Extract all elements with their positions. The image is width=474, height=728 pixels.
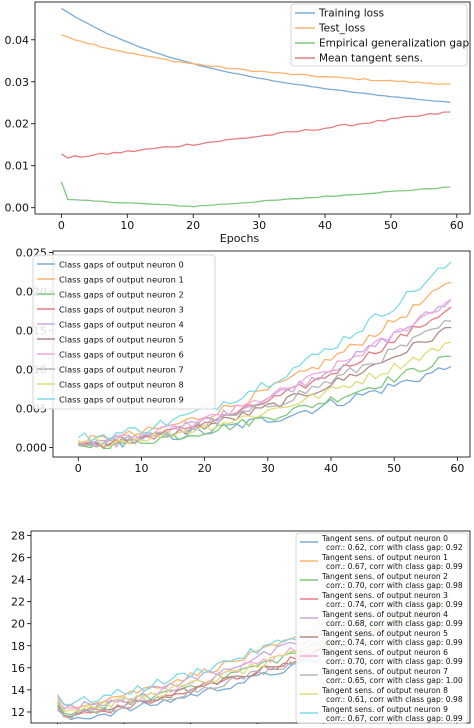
- legend-label: Test_loss: [318, 23, 365, 35]
- x-tick-label: 0: [75, 462, 82, 475]
- y-tick-label: 18: [11, 640, 25, 653]
- legend-stats: corr.: 0.68, corr with class gap: 0.99: [326, 619, 463, 628]
- chart-3: 0102030405060121416182022242628Tangent s…: [11, 529, 471, 727]
- legend-label: Tangent sens. of output neuron 1: [321, 553, 448, 562]
- y-tick-label: 22: [11, 596, 25, 609]
- series-line-0: [61, 7, 451, 104]
- x-tick-label: 30: [261, 462, 275, 475]
- legend-label: Class gaps of output neuron 3: [59, 305, 184, 315]
- axes-frame: [34, 1, 471, 215]
- x-tick-label: 50: [387, 462, 401, 475]
- legend-stats: corr.: 0.67, corr with class gap: 0.99: [326, 714, 463, 723]
- legend-label: Tangent sens. of output neuron 6: [321, 648, 448, 657]
- series-line-3: [61, 111, 451, 159]
- legend-stats: corr.: 0.70, corr with class gap: 0.99: [326, 657, 463, 666]
- series-line-2: [78, 355, 452, 450]
- series-line-8: [78, 341, 452, 448]
- x-tick-label: 60: [450, 219, 464, 232]
- axes-frame: [30, 530, 471, 724]
- legend-label: Tangent sens. of output neuron 7: [321, 667, 448, 676]
- legend-stats: corr.: 0.61, corr with class gap: 0.98: [326, 695, 463, 704]
- x-tick-label: 10: [134, 462, 148, 475]
- legend-box: [295, 532, 469, 724]
- legend-stats: corr.: 0.74, corr with class gap: 0.99: [326, 600, 463, 609]
- series-line-9: [77, 261, 452, 443]
- chart-2: 0 10 20 30 40 50 600.0000.0050.0100.0150.0200.…: [16, 247, 471, 475]
- legend-label: Mean tangent sens.: [319, 53, 423, 65]
- y-tick-label: 16: [11, 662, 25, 675]
- series-line-7: [78, 319, 452, 448]
- x-axis-label: Epochs: [220, 232, 260, 245]
- legend-label: Class gaps of output neuron 7: [59, 365, 184, 375]
- series-line-1: [77, 281, 452, 446]
- series-line-3: [78, 306, 452, 447]
- x-tick-label: 40: [318, 219, 332, 232]
- legend-label: Class gaps of output neuron 0: [59, 260, 184, 270]
- legend-label: Tangent sens. of output neuron 2: [321, 572, 448, 581]
- legend-label: Class gaps of output neuron 4: [59, 320, 184, 330]
- legend-label: Class gaps of output neuron 5: [59, 335, 184, 345]
- x-tick-label: 40: [324, 462, 338, 475]
- legend-label: Tangent sens. of output neuron 5: [321, 629, 448, 638]
- legend-stats: corr.: 0.70, corr with class gap: 0.98: [326, 581, 463, 590]
- legend-label: Class gaps of output neuron 8: [59, 380, 184, 390]
- y-tick-label: 0.03: [5, 76, 30, 89]
- x-tick-label: 30: [252, 219, 266, 232]
- legend-label: Tangent sens. of output neuron 0: [321, 534, 448, 543]
- x-tick-label: 60: [450, 462, 464, 475]
- series-line-2: [60, 181, 451, 208]
- y-tick-label: 0.00: [5, 202, 30, 215]
- series-line-1: [61, 34, 451, 85]
- x-tick-label: 50: [384, 219, 398, 232]
- y-tick-label: 0.01: [5, 160, 30, 173]
- legend-label: Empirical generalization gap: [319, 38, 469, 50]
- legend-label: Class gaps of output neuron 2: [59, 290, 184, 300]
- y-tick-label: 0.04: [5, 34, 30, 47]
- legend-label: Training loss: [318, 8, 384, 20]
- legend-label: Class gaps of output neuron 6: [59, 350, 184, 360]
- legend-label: Tangent sens. of output neuron 4: [321, 610, 448, 619]
- x-tick-label: 20: [186, 219, 200, 232]
- legend: Class gaps of output neuron 0 Class gaps …: [32, 254, 216, 410]
- x-tick-label: 20: [198, 462, 212, 475]
- y-tick-label: 0.02: [5, 118, 30, 131]
- series-line-6: [78, 298, 452, 448]
- x-tick-label: 10: [120, 219, 134, 232]
- legend-label: Tangent sens. of output neuron 9: [321, 705, 448, 714]
- y-tick-label: 0.000: [16, 442, 48, 455]
- legend-box: [290, 3, 468, 67]
- y-tick-label: 28: [11, 529, 25, 542]
- legend-stats: corr.: 0.74, corr with class gap: 0.99: [326, 638, 463, 647]
- legend-label: Tangent sens. of output neuron 8: [321, 686, 448, 695]
- legend-label: Class gaps of output neuron 1: [59, 275, 184, 285]
- y-tick-label: 20: [11, 618, 25, 631]
- chart-1: 0 10 20 30 40 50 60 0.00 0.01 0.02 0.03 0.04 Epochs T…: [5, 1, 471, 245]
- legend-stats: corr.: 0.67, corr with class gap: 0.99: [326, 562, 463, 571]
- legend-label: Class gaps of output neuron 9: [59, 395, 184, 405]
- legend-stats: corr.: 0.65, corr with class gap: 1.00: [326, 676, 463, 685]
- y-tick-label: 12: [11, 706, 25, 719]
- legend-box: [32, 254, 216, 410]
- legend-stats: corr.: 0.62, corr with class gap: 0.92: [326, 543, 463, 552]
- y-tick-label: 14: [11, 684, 25, 697]
- legend-label: Tangent sens. of output neuron 3: [321, 591, 448, 600]
- y-tick-label: 24: [11, 574, 25, 587]
- legend: Training loss Test_loss Empirical generali…: [290, 3, 469, 67]
- y-tick-label: 26: [11, 551, 25, 564]
- x-tick-label: 0: [58, 219, 65, 232]
